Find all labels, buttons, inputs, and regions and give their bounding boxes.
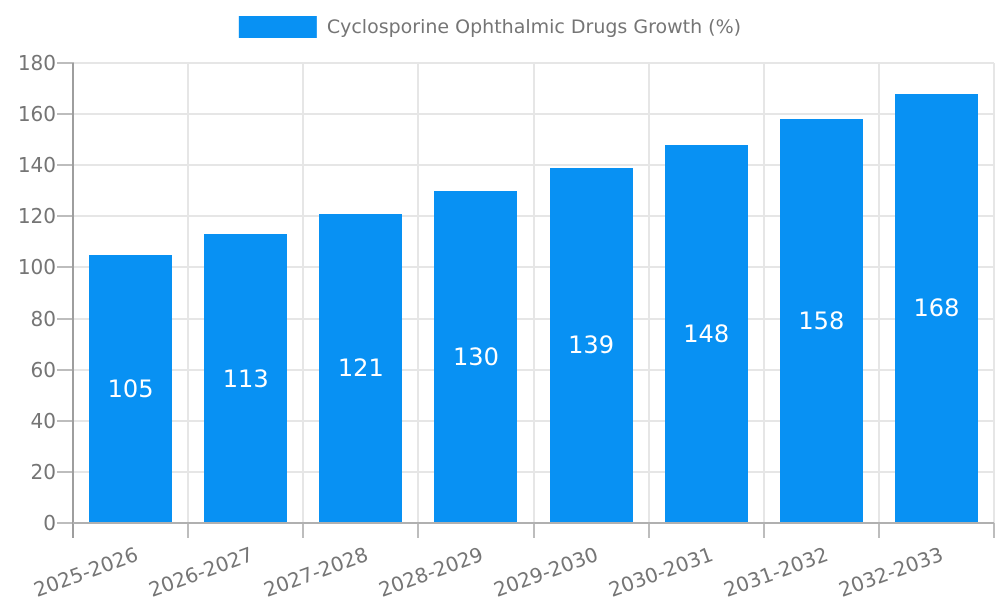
legend-swatch bbox=[238, 16, 317, 38]
y-tick-mark bbox=[57, 113, 74, 116]
x-tick-mark bbox=[762, 523, 765, 538]
gridline-vertical bbox=[187, 63, 190, 523]
y-tick-mark bbox=[57, 470, 74, 473]
gridline-vertical bbox=[417, 63, 420, 523]
y-tick-label: 100 bbox=[17, 255, 56, 280]
bar: 130 bbox=[434, 190, 518, 523]
x-tick-mark bbox=[993, 523, 995, 538]
bar-value-label: 168 bbox=[913, 294, 960, 323]
y-tick-label: 180 bbox=[17, 51, 56, 75]
legend-label: Cyclosporine Ophthalmic Drugs Growth (%) bbox=[326, 16, 742, 38]
bar: 113 bbox=[204, 234, 288, 523]
x-tick-mark bbox=[532, 523, 535, 538]
gridline-vertical bbox=[302, 63, 305, 523]
bar: 168 bbox=[894, 93, 978, 523]
bar: 139 bbox=[549, 167, 633, 523]
gridline-vertical bbox=[647, 63, 650, 523]
y-tick-label: 80 bbox=[30, 306, 56, 331]
x-axis-line bbox=[73, 522, 994, 524]
y-tick-mark bbox=[57, 215, 74, 218]
legend-item[interactable]: Cyclosporine Ophthalmic Drugs Growth (%) bbox=[238, 16, 742, 38]
y-axis-line bbox=[72, 63, 74, 538]
y-tick-label: 120 bbox=[17, 204, 56, 229]
gridline-vertical bbox=[877, 63, 880, 523]
bar-value-label: 148 bbox=[683, 319, 730, 348]
bar: 105 bbox=[89, 254, 173, 523]
bar-value-label: 121 bbox=[337, 354, 384, 383]
x-tick-mark bbox=[302, 523, 305, 538]
bar-value-label: 158 bbox=[798, 307, 845, 336]
y-tick-label: 40 bbox=[30, 408, 56, 433]
y-tick-label: 160 bbox=[17, 102, 56, 127]
y-tick-mark bbox=[57, 266, 74, 269]
y-tick-label: 140 bbox=[17, 153, 56, 178]
plot-area: 105 113 121 130 139 148 158 168 bbox=[72, 62, 995, 538]
x-tick-mark bbox=[187, 523, 190, 538]
bar-value-label: 139 bbox=[568, 331, 614, 360]
x-tick-mark bbox=[417, 523, 420, 538]
gridline-vertical bbox=[762, 63, 765, 523]
y-tick-mark bbox=[57, 368, 74, 371]
y-tick-mark bbox=[57, 62, 74, 64]
y-tick-label: 60 bbox=[30, 357, 56, 382]
y-tick-mark bbox=[57, 419, 74, 422]
y-tick-label: 20 bbox=[30, 459, 56, 484]
y-tick-label: 0 bbox=[43, 511, 56, 535]
bar-value-label: 105 bbox=[107, 374, 154, 403]
x-tick-mark bbox=[647, 523, 650, 538]
y-tick-mark bbox=[57, 164, 74, 167]
gridline-vertical bbox=[993, 63, 995, 523]
bar: 158 bbox=[779, 119, 863, 523]
y-tick-mark bbox=[57, 522, 74, 524]
bar-value-label: 130 bbox=[453, 342, 499, 371]
x-tick-mark bbox=[877, 523, 880, 538]
bar-value-label: 113 bbox=[222, 364, 269, 393]
gridline-vertical bbox=[532, 63, 535, 523]
bar: 148 bbox=[664, 144, 748, 523]
bar: 121 bbox=[319, 213, 403, 523]
y-tick-mark bbox=[57, 317, 74, 320]
